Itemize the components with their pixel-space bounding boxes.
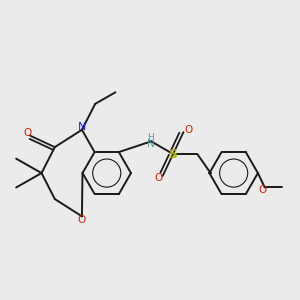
Text: O: O (184, 125, 192, 135)
Text: H: H (147, 133, 154, 142)
Text: N: N (78, 122, 86, 133)
Text: O: O (154, 173, 162, 183)
Text: O: O (78, 215, 86, 225)
Text: O: O (24, 128, 32, 138)
Text: O: O (258, 185, 267, 195)
Text: S: S (169, 148, 178, 160)
Text: N: N (147, 139, 154, 149)
